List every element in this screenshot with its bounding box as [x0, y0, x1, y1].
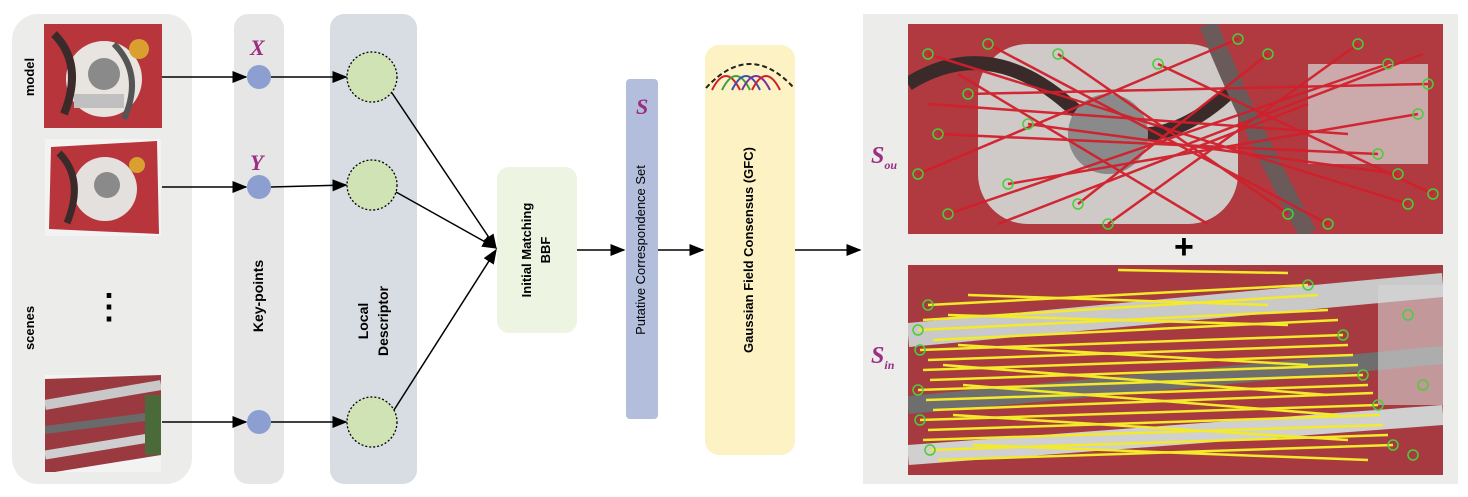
descriptor-node-1 [346, 51, 398, 103]
outlier-set-label: Sou [871, 143, 897, 173]
outlier-set-s: S [871, 143, 885, 169]
putative-set-bar [626, 79, 658, 419]
ellipsis: ⋮ [92, 288, 126, 326]
inlier-set-label: Sin [871, 343, 894, 373]
inlier-set-s: S [871, 343, 885, 369]
keypoint-node-x [247, 65, 271, 89]
scene-image-n [45, 375, 161, 472]
inlier-set-sub: in [884, 357, 895, 372]
arrow-y-to-desc [270, 179, 348, 192]
keypoints-panel [234, 14, 284, 484]
keypoint-node-n [247, 410, 271, 434]
outlier-image [908, 24, 1443, 234]
var-x: X [250, 35, 265, 60]
arrow-desc2-to-match [395, 191, 498, 249]
var-y: Y [250, 150, 264, 175]
plus-sign: + [1174, 228, 1194, 266]
inlier-image [908, 265, 1443, 475]
descriptor-node-2 [346, 159, 398, 211]
gaussian-curves-icon [705, 63, 795, 91]
arrow-desc3-to-match [393, 248, 497, 411]
descriptor-node-3 [346, 396, 398, 448]
keypoint-node-y [247, 175, 271, 199]
outlier-set-sub: ou [884, 157, 898, 172]
scene-image-1 [45, 139, 161, 236]
arrow-desc1-to-match [391, 92, 497, 250]
model-image [44, 24, 162, 128]
gfc-bar [705, 45, 795, 455]
putative-var-s: S [636, 94, 649, 119]
initial-matching-box [497, 167, 577, 333]
